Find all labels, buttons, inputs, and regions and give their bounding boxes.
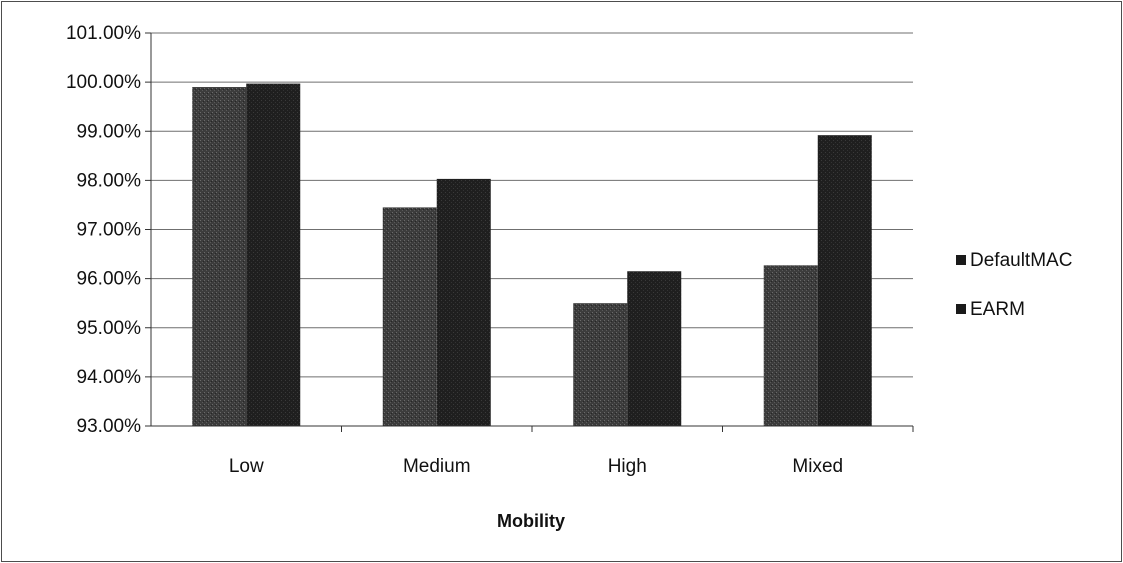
bar-defaultmac-mixed xyxy=(763,265,818,426)
y-tick-label: 95.00% xyxy=(77,318,142,339)
bar-defaultmac-high xyxy=(573,303,628,426)
x-category-label: Low xyxy=(229,456,264,477)
y-tick-label: 97.00% xyxy=(77,220,142,241)
y-tick-label: 96.00% xyxy=(77,269,142,290)
y-tick-label: 100.00% xyxy=(66,72,141,93)
bar-defaultmac-medium xyxy=(382,207,437,426)
bar-earm-low xyxy=(246,83,301,426)
y-tick-label: 94.00% xyxy=(77,367,142,388)
legend-swatch xyxy=(956,304,966,314)
y-tick-label: 98.00% xyxy=(77,170,142,191)
y-tick-label: 99.00% xyxy=(77,121,142,142)
x-category-label: Medium xyxy=(403,456,471,477)
bar-earm-mixed xyxy=(817,135,872,426)
x-axis-title: Mobility xyxy=(497,511,565,531)
bar-defaultmac-low xyxy=(192,87,247,426)
legend-label: EARM xyxy=(970,299,1025,320)
y-tick-label: 93.00% xyxy=(77,416,142,437)
legend-label: DefaultMAC xyxy=(970,250,1072,271)
x-category-label: Mixed xyxy=(792,456,843,477)
bar-earm-medium xyxy=(436,178,491,426)
x-category-label: High xyxy=(608,456,647,477)
y-tick-label: 101.00% xyxy=(66,23,141,44)
bar-earm-high xyxy=(627,271,682,426)
legend-swatch xyxy=(956,255,966,265)
